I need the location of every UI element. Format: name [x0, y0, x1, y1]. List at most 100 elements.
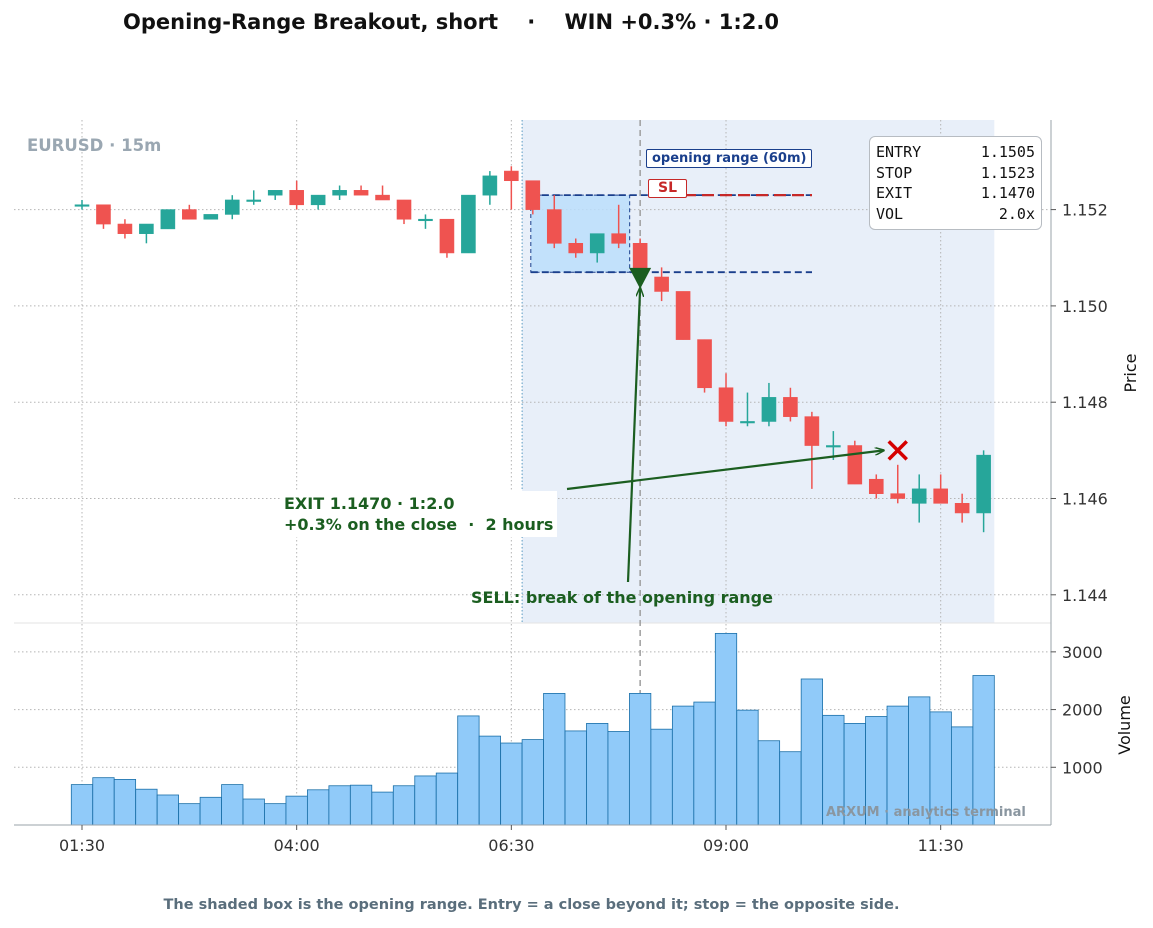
volume-bar [543, 693, 566, 826]
candle [332, 185, 347, 200]
stats-key: VOL [876, 204, 904, 223]
candle-body [353, 190, 369, 196]
stats-value: 1.1523 [980, 163, 1035, 182]
exit-annotation-line2: +0.3% on the close · 2 hours [284, 515, 554, 534]
candle [160, 209, 176, 230]
volume-bar [92, 777, 115, 826]
exit-arrow [566, 450, 884, 491]
candle [761, 382, 777, 427]
candle [783, 387, 798, 422]
candle [375, 185, 390, 201]
volume-bar [779, 751, 802, 826]
stats-key: ENTRY [876, 143, 922, 161]
candle-body [74, 204, 90, 207]
candle-body [954, 503, 970, 514]
candle-body [868, 478, 884, 494]
candles-layer [74, 166, 991, 533]
volume-bar [607, 731, 630, 826]
volume-bar [285, 795, 308, 826]
candle-body [310, 194, 326, 206]
axes-layer: 1.144 1.146 1.148 1.150 1.152 1000 2000 3000 01:… [14, 120, 1140, 855]
volume-bar [736, 709, 759, 826]
candle [117, 219, 133, 239]
candle-body [504, 170, 519, 182]
candle [933, 474, 948, 504]
candle [353, 185, 369, 196]
price-axis-label: Price [1121, 353, 1140, 392]
candle-body [439, 218, 455, 254]
time-tick-label: 09:00 [703, 836, 749, 855]
candle [182, 204, 197, 220]
candle [611, 204, 626, 249]
candle [890, 464, 906, 504]
candle-body [418, 218, 433, 222]
candle-body [267, 190, 283, 196]
volume-bar [714, 632, 738, 826]
candle [697, 339, 712, 393]
candle-body [568, 243, 584, 254]
candle-body [224, 199, 240, 215]
time-tick-label: 06:30 [488, 836, 534, 855]
stats-value: 1.1470 [980, 184, 1035, 202]
watermark: ARXUM · analytics terminal [826, 805, 1026, 820]
candle-body [203, 214, 219, 220]
volume-bar [521, 739, 544, 826]
volume-layer [70, 632, 995, 826]
candle [546, 195, 562, 249]
price-tick-label: 1.146 [1062, 490, 1108, 509]
stats-row-exit: EXIT 1.1470 [876, 183, 1035, 204]
candle-body [847, 445, 863, 485]
volume-bar [221, 784, 244, 826]
sell-entry-marker [629, 267, 652, 289]
opening-range-label: opening range (60m) [646, 149, 813, 168]
candle [911, 474, 927, 523]
volume-bar [307, 789, 330, 826]
price-tick-label: 1.144 [1062, 586, 1108, 605]
stats-row-stop: STOP 1.1523 [876, 163, 1035, 184]
candle-body [96, 204, 111, 225]
candle [203, 214, 219, 220]
candle [675, 291, 691, 340]
candle [439, 218, 455, 258]
volume-bar [199, 796, 222, 826]
candle-body [396, 199, 412, 220]
candle-body [525, 180, 541, 210]
candle-body [761, 397, 777, 422]
time-tick-label: 04:00 [274, 836, 320, 855]
candle-body [332, 190, 347, 196]
candle-body [783, 397, 798, 417]
candle [224, 195, 240, 220]
candle-body [804, 416, 820, 446]
candle-body [546, 209, 562, 244]
candle [740, 392, 755, 427]
volume-bar [135, 788, 158, 826]
volume-bar [264, 803, 287, 826]
volume-bar [70, 784, 94, 826]
time-tick-label: 01:30 [59, 836, 105, 855]
candle [418, 214, 433, 229]
stop-loss-label: SL [648, 179, 688, 198]
volume-bar [500, 742, 523, 826]
volume-bar [156, 794, 179, 826]
candle [976, 450, 991, 533]
candle [289, 180, 304, 210]
stats-value: 2.0x [998, 204, 1035, 223]
sell-annotation: SELL: break of the opening range [471, 588, 773, 607]
price-tick-label: 1.148 [1062, 393, 1108, 412]
candle [954, 493, 970, 523]
volume-bar [650, 728, 673, 826]
volume-bar [392, 785, 416, 826]
stats-row-entry: ENTRY 1.1505 [876, 142, 1035, 163]
candle [139, 223, 154, 244]
candle [826, 431, 841, 460]
price-tick-label: 1.150 [1062, 297, 1108, 316]
candle [461, 194, 476, 254]
candle-body [375, 194, 390, 201]
chart-title: Opening-Range Breakout, short · WIN +0.3… [123, 10, 779, 34]
candle [504, 166, 519, 210]
stats-key: STOP [876, 163, 913, 182]
volume-bar [457, 715, 480, 826]
candle [804, 411, 820, 489]
stats-key: EXIT [876, 184, 913, 202]
candle-body [976, 454, 991, 514]
